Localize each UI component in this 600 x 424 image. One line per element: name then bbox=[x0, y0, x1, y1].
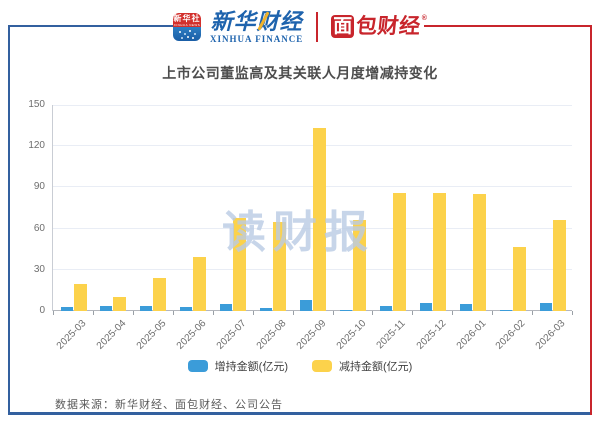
bar-increase bbox=[459, 304, 472, 311]
x-tick-mark bbox=[252, 311, 254, 315]
xinhua-finance-cn: 新华财经 bbox=[210, 9, 303, 34]
bar-decrease bbox=[552, 220, 566, 311]
bar-decrease bbox=[153, 278, 167, 311]
x-tick-label: 2025-03 bbox=[55, 318, 89, 352]
x-tick-label: 2025-04 bbox=[94, 318, 129, 352]
legend-item-increase: 增持金额(亿元) bbox=[187, 358, 288, 374]
gridline bbox=[53, 186, 572, 188]
bar-increase bbox=[260, 308, 273, 311]
y-tick-label: 0 bbox=[39, 305, 45, 316]
gridline bbox=[53, 268, 572, 270]
x-tick-label: 2025-07 bbox=[214, 318, 249, 352]
chart-title: 上市公司董监高及其关联人月度增减持变化 bbox=[162, 65, 438, 81]
x-tick-mark bbox=[212, 311, 214, 315]
increase-swatch bbox=[187, 360, 208, 372]
bar-decrease bbox=[352, 220, 366, 311]
x-tick-label: 2026-01 bbox=[454, 318, 488, 352]
x-tick-mark bbox=[572, 311, 573, 315]
decrease-label: 减持金额(亿元) bbox=[339, 361, 413, 373]
x-tick-mark bbox=[452, 311, 454, 315]
bar-increase bbox=[300, 300, 312, 311]
x-tick-label: 2025-11 bbox=[374, 318, 409, 352]
bar-decrease bbox=[233, 217, 247, 311]
xinhua-icon-cn: 新华社 bbox=[173, 14, 201, 23]
data-source-note: 数据来源：新华财经、面包财经、公司公告 bbox=[55, 399, 283, 411]
legend: 增持金额(亿元) 减持金额(亿元) bbox=[0, 358, 600, 374]
x-tick-label: 2025-06 bbox=[174, 318, 209, 352]
bar-decrease bbox=[273, 221, 287, 311]
bar-increase bbox=[339, 309, 352, 311]
bar-decrease bbox=[392, 192, 406, 311]
bar-increase bbox=[539, 302, 552, 311]
bar-decrease bbox=[432, 192, 446, 311]
bar-increase bbox=[180, 306, 193, 311]
x-tick-label: 2026-03 bbox=[534, 318, 568, 352]
xinhua-finance-logo: 新华财经 XINHUA FINANCE bbox=[210, 9, 304, 45]
breadfinance-logo: 面 包财经 ® bbox=[331, 15, 427, 39]
increase-label: 增持金额(亿元) bbox=[214, 361, 288, 373]
y-tick-label: 120 bbox=[28, 140, 45, 152]
bar-increase bbox=[220, 304, 233, 311]
frame-right-line bbox=[590, 25, 592, 415]
frame-bottom-line bbox=[8, 412, 590, 415]
stars-decoration bbox=[179, 31, 182, 33]
bar-increase bbox=[140, 305, 153, 311]
bar-decrease bbox=[512, 246, 526, 311]
bar-decrease bbox=[113, 297, 127, 311]
bar-decrease bbox=[313, 128, 326, 311]
x-tick-label: 2025-08 bbox=[254, 318, 289, 352]
y-tick-label: 150 bbox=[28, 99, 45, 110]
logo-divider bbox=[316, 12, 319, 42]
x-tick-mark bbox=[492, 311, 494, 315]
gridline bbox=[53, 105, 572, 106]
gridline bbox=[53, 145, 572, 147]
x-tick-mark bbox=[92, 311, 94, 315]
y-tick-label: 90 bbox=[33, 181, 45, 193]
header-logos: 新华社 XINHUA NEWS 新华财经 XINHUA FINANCE 面 包财… bbox=[0, 4, 600, 50]
x-axis-line bbox=[53, 310, 572, 311]
bar-increase bbox=[100, 305, 113, 311]
x-tick-label: 2025-05 bbox=[134, 318, 169, 352]
x-tick-mark bbox=[53, 311, 54, 315]
bar-decrease bbox=[472, 194, 486, 311]
bar-increase bbox=[379, 305, 392, 311]
x-tick-mark bbox=[292, 311, 294, 315]
xinhua-finance-en: XINHUA FINANCE bbox=[210, 34, 304, 44]
decrease-swatch bbox=[312, 360, 332, 372]
x-tick-label: 2025-09 bbox=[294, 318, 329, 352]
x-tick-label: 2026-02 bbox=[494, 318, 528, 352]
plot-area: 0 30 60 90 120 150 2025-03 2025-04 2025-05 2025-0… bbox=[28, 99, 573, 352]
x-tick-mark bbox=[132, 311, 134, 315]
frame-left-line bbox=[8, 25, 10, 414]
gridline bbox=[53, 227, 572, 229]
bar-increase bbox=[499, 309, 512, 311]
x-tick-label: 2025-10 bbox=[334, 318, 369, 352]
y-tick-label: 30 bbox=[33, 263, 45, 275]
x-tick-mark bbox=[172, 311, 174, 315]
legend-item-decrease: 减持金额(亿元) bbox=[312, 358, 412, 374]
registered-mark: ® bbox=[421, 15, 427, 22]
bar-increase bbox=[60, 306, 73, 311]
bar-decrease bbox=[193, 257, 207, 311]
x-tick-mark bbox=[412, 311, 414, 315]
x-tick-mark bbox=[332, 311, 334, 315]
xinhua-news-agency-icon: 新华社 XINHUA NEWS bbox=[173, 13, 202, 41]
breadfinance-first-char: 面 bbox=[331, 15, 355, 38]
x-tick-label: 2025-12 bbox=[414, 318, 449, 352]
frame-top-right-line bbox=[424, 25, 592, 27]
x-tick-mark bbox=[532, 311, 534, 315]
bar-decrease bbox=[73, 283, 87, 311]
xinhua-icon-starfield bbox=[173, 27, 202, 41]
x-tick-mark bbox=[372, 311, 374, 315]
frame-top-left-line bbox=[8, 25, 183, 27]
xinhua-icon-en: XINHUA NEWS bbox=[173, 23, 201, 27]
y-tick-label: 60 bbox=[33, 222, 45, 234]
bar-increase bbox=[419, 302, 432, 311]
breadfinance-rest: 包财经 bbox=[355, 15, 423, 38]
